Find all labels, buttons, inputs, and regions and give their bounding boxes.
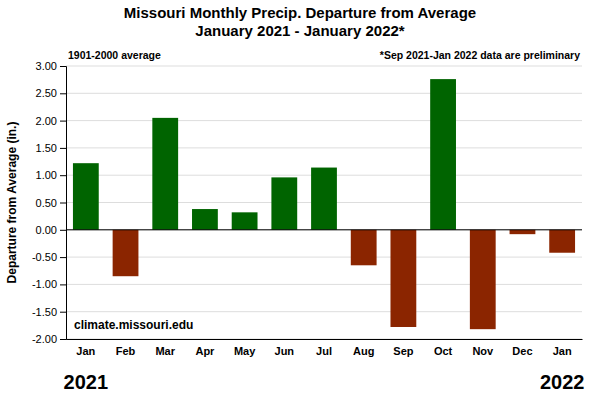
bar xyxy=(192,209,218,230)
grid-line xyxy=(66,311,582,312)
y-tick-mark xyxy=(60,284,66,285)
grid xyxy=(66,66,582,339)
y-tick-label: 3.00 xyxy=(36,60,57,72)
y-tick-label: 1.50 xyxy=(36,142,57,154)
y-tick-mark xyxy=(60,148,66,149)
grid-line xyxy=(66,147,582,148)
y-tick-mark xyxy=(60,203,66,204)
y-tick: -2.00 xyxy=(32,333,66,345)
bar xyxy=(113,230,139,276)
y-tick-mark xyxy=(60,339,66,340)
x-tick-label: Dec xyxy=(512,345,532,357)
bars xyxy=(73,79,575,329)
x-tick-label: Jan xyxy=(553,345,572,357)
x-tick: Aug xyxy=(353,339,374,357)
bar xyxy=(73,163,99,230)
x-tick-label: Feb xyxy=(116,345,136,357)
y-tick: 1.00 xyxy=(36,169,66,181)
x-axis-line xyxy=(67,339,583,340)
grid-line xyxy=(66,284,582,285)
x-tick-label: Mar xyxy=(155,345,175,357)
y-tick: 3.00 xyxy=(36,60,66,72)
x-tick-label: Sep xyxy=(393,345,413,357)
x-tick-label: May xyxy=(234,345,256,357)
y-tick-mark xyxy=(60,121,66,122)
subtitle: January 2021 - January 2022* xyxy=(195,22,404,39)
y-tick: -1.50 xyxy=(32,306,66,318)
y-axis: -2.00 -1.50 -1.00 -0.50 0.00 0.50 1.00 1.50 2.00… xyxy=(32,60,67,345)
bar xyxy=(510,230,536,234)
y-tick-mark xyxy=(60,312,66,313)
x-tick-label: Oct xyxy=(434,345,453,357)
grid-line xyxy=(66,257,582,258)
y-tick-label: 2.00 xyxy=(36,115,57,127)
grid-line xyxy=(66,120,582,121)
bar xyxy=(232,212,258,229)
x-tick: Mar xyxy=(155,339,175,357)
bar xyxy=(470,230,496,329)
bar xyxy=(390,230,416,327)
y-axis-title: Departure from Average (in.) xyxy=(5,122,19,284)
x-tick-label: Jan xyxy=(76,345,95,357)
x-tick: Jun xyxy=(275,339,295,357)
x-tick: Jul xyxy=(316,339,332,357)
grid-line xyxy=(66,339,582,340)
x-tick: Sep xyxy=(393,339,413,357)
y-tick: 0.50 xyxy=(36,197,66,209)
y-tick-label: 1.00 xyxy=(36,169,57,181)
x-tick: Nov xyxy=(472,339,494,357)
y-tick-label: -0.50 xyxy=(32,251,57,263)
bar xyxy=(152,118,178,230)
x-axis: Jan Feb Mar Apr May Jun Jul Aug Sep Oct Nov Dec Jan xyxy=(67,339,583,357)
title: Missouri Monthly Precip. Departure from … xyxy=(124,4,476,21)
y-tick: 2.00 xyxy=(36,115,66,127)
y-tick-label: 2.50 xyxy=(36,87,57,99)
y-tick-mark xyxy=(60,66,66,67)
y-tick-label: 0.50 xyxy=(36,197,57,209)
y-tick-label: -2.00 xyxy=(32,333,57,345)
x-tick-label: Nov xyxy=(472,345,494,357)
x-tick: Jan xyxy=(76,339,95,357)
x-tick-label: Jun xyxy=(275,345,295,357)
x-tick: May xyxy=(234,339,256,357)
bar xyxy=(549,230,575,253)
plot: -2.00 -1.50 -1.00 -0.50 0.00 0.50 1.00 1.50 2.00… xyxy=(32,60,584,393)
y-tick: 2.50 xyxy=(36,87,66,99)
chart: -2.00 -1.50 -1.00 -0.50 0.00 0.50 1.00 1.50 2.00… xyxy=(0,0,600,405)
bar xyxy=(430,79,456,230)
x-tick-label: Apr xyxy=(195,345,215,357)
grid-line xyxy=(66,229,582,230)
y-tick: 0.00 xyxy=(36,224,66,236)
y-tick-mark xyxy=(60,257,66,258)
annotation: 1901-2000 average xyxy=(68,49,161,61)
watermark: climate.missouri.edu xyxy=(74,318,193,332)
x-tick: Apr xyxy=(195,339,215,357)
x-tick: Jan xyxy=(553,339,572,357)
bar xyxy=(311,168,337,230)
x-tick-label: Jul xyxy=(316,345,332,357)
x-tick: Oct xyxy=(434,339,453,357)
zero-line xyxy=(66,229,582,230)
year-label: 2022 xyxy=(540,371,585,393)
y-tick-mark xyxy=(60,175,66,176)
x-tick-label: Aug xyxy=(353,345,374,357)
grid-line xyxy=(66,66,582,67)
y-tick-mark xyxy=(60,230,66,231)
y-axis-line xyxy=(60,67,67,340)
y-tick-mark xyxy=(60,93,66,94)
y-tick: -0.50 xyxy=(32,251,66,263)
y-tick-label: -1.00 xyxy=(32,278,57,290)
y-tick: 1.50 xyxy=(36,142,66,154)
x-tick: Feb xyxy=(116,339,136,357)
bar xyxy=(271,177,297,229)
grid-line xyxy=(66,93,582,94)
annotation: *Sep 2021-Jan 2022 data are preliminary xyxy=(380,49,580,61)
year-label: 2021 xyxy=(64,371,109,393)
x-tick: Dec xyxy=(512,339,532,357)
y-tick-label: 0.00 xyxy=(36,224,57,236)
y-tick: -1.00 xyxy=(32,278,66,290)
y-tick-label: -1.50 xyxy=(32,306,57,318)
bar xyxy=(351,230,377,265)
